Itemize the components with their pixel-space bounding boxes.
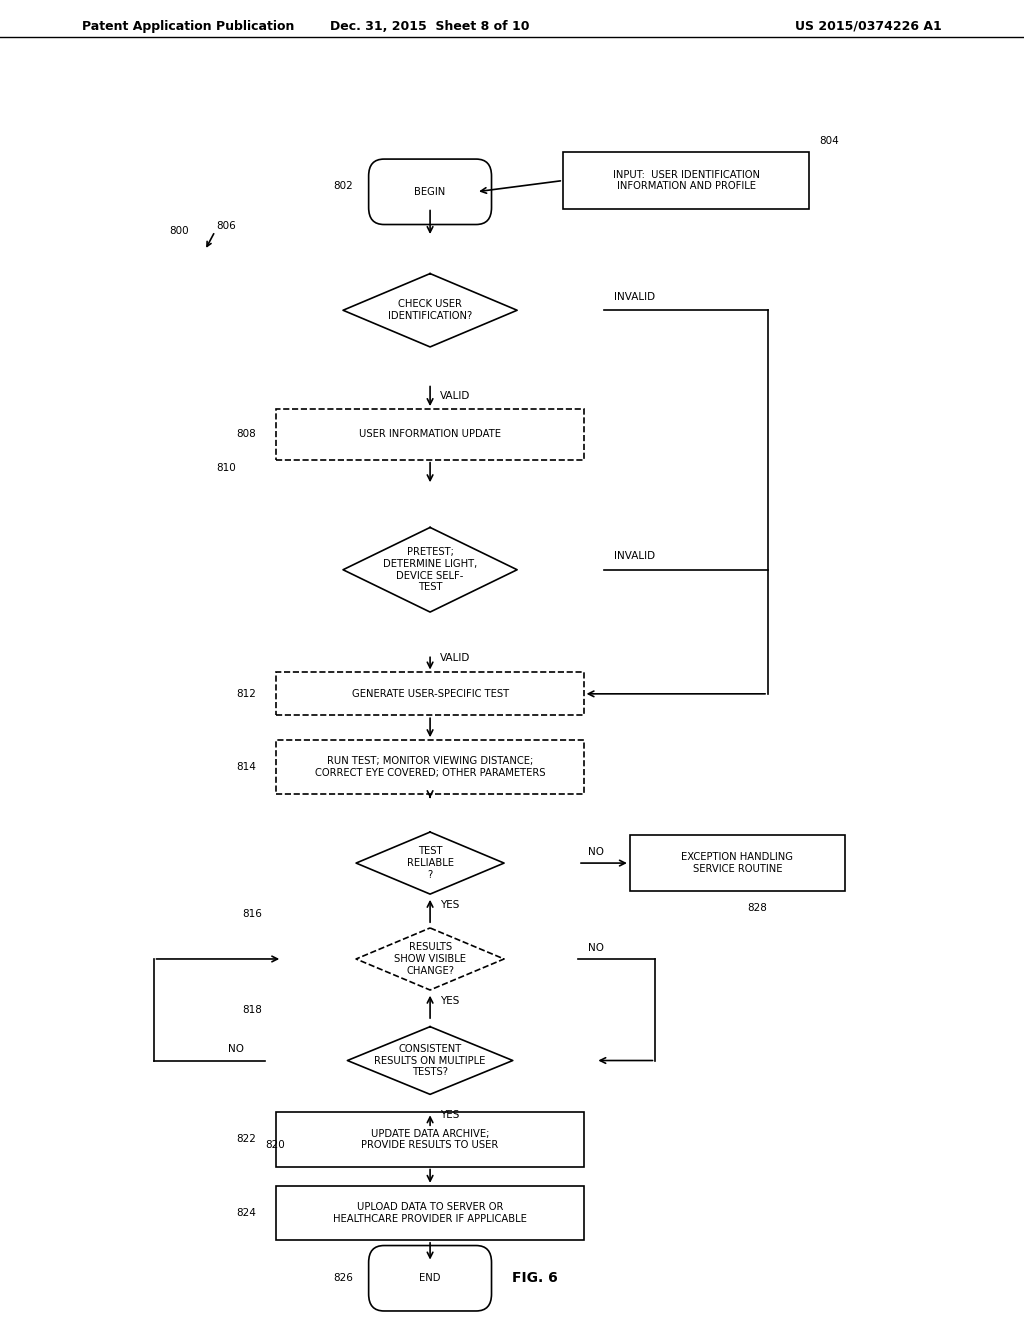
Text: 826: 826 (334, 1274, 353, 1283)
Text: 808: 808 (237, 429, 256, 440)
Text: 804: 804 (819, 136, 839, 147)
Bar (276, 1113, 584, 1167)
Text: YES: YES (440, 900, 460, 911)
Bar (276, 409, 584, 459)
Text: EXCEPTION HANDLING
SERVICE ROUTINE: EXCEPTION HANDLING SERVICE ROUTINE (681, 853, 794, 874)
Text: 812: 812 (237, 689, 256, 698)
Bar (276, 741, 584, 795)
Text: 806: 806 (216, 220, 236, 231)
Text: RUN TEST; MONITOR VIEWING DISTANCE;
CORRECT EYE COVERED; OTHER PARAMETERS: RUN TEST; MONITOR VIEWING DISTANCE; CORR… (314, 756, 546, 777)
Text: 822: 822 (237, 1134, 256, 1144)
Text: TEST
RELIABLE
?: TEST RELIABLE ? (407, 846, 454, 879)
Text: GENERATE USER-SPECIFIC TEST: GENERATE USER-SPECIFIC TEST (351, 689, 509, 698)
Bar (276, 672, 584, 715)
Text: INVALID: INVALID (614, 292, 655, 302)
Text: 828: 828 (748, 903, 767, 913)
Text: NO: NO (588, 942, 604, 953)
Text: CHECK USER
IDENTIFICATION?: CHECK USER IDENTIFICATION? (388, 300, 472, 321)
Text: 820: 820 (265, 1140, 285, 1150)
Text: YES: YES (440, 997, 460, 1006)
Text: 810: 810 (216, 463, 236, 473)
Text: 818: 818 (242, 1005, 261, 1015)
Text: INVALID: INVALID (614, 552, 655, 561)
Text: UPLOAD DATA TO SERVER OR
HEALTHCARE PROVIDER IF APPLICABLE: UPLOAD DATA TO SERVER OR HEALTHCARE PROV… (333, 1203, 527, 1224)
Text: 824: 824 (237, 1208, 256, 1218)
Text: 814: 814 (237, 762, 256, 772)
Text: FIG. 6: FIG. 6 (512, 1271, 558, 1286)
Text: VALID: VALID (440, 391, 471, 401)
Bar (630, 834, 845, 891)
Text: BEGIN: BEGIN (415, 187, 445, 197)
Text: PRETEST;
DETERMINE LIGHT,
DEVICE SELF-
TEST: PRETEST; DETERMINE LIGHT, DEVICE SELF- T… (383, 548, 477, 593)
Text: USER INFORMATION UPDATE: USER INFORMATION UPDATE (359, 429, 501, 440)
Text: UPDATE DATA ARCHIVE;
PROVIDE RESULTS TO USER: UPDATE DATA ARCHIVE; PROVIDE RESULTS TO … (361, 1129, 499, 1150)
Text: 800: 800 (169, 226, 189, 236)
Text: END: END (420, 1274, 440, 1283)
Text: 816: 816 (242, 909, 261, 919)
Text: VALID: VALID (440, 653, 471, 663)
Text: CONSISTENT
RESULTS ON MULTIPLE
TESTS?: CONSISTENT RESULTS ON MULTIPLE TESTS? (375, 1044, 485, 1077)
Text: 802: 802 (334, 181, 353, 191)
Text: Dec. 31, 2015  Sheet 8 of 10: Dec. 31, 2015 Sheet 8 of 10 (331, 20, 529, 33)
Text: US 2015/0374226 A1: US 2015/0374226 A1 (796, 20, 942, 33)
Text: YES: YES (440, 1110, 460, 1119)
Bar (276, 1185, 584, 1239)
Text: Patent Application Publication: Patent Application Publication (82, 20, 294, 33)
Text: NO: NO (228, 1044, 244, 1055)
Bar (563, 152, 809, 209)
Text: RESULTS
SHOW VISIBLE
CHANGE?: RESULTS SHOW VISIBLE CHANGE? (394, 942, 466, 975)
Text: INPUT:  USER IDENTIFICATION
INFORMATION AND PROFILE: INPUT: USER IDENTIFICATION INFORMATION A… (612, 170, 760, 191)
Text: NO: NO (588, 847, 604, 857)
